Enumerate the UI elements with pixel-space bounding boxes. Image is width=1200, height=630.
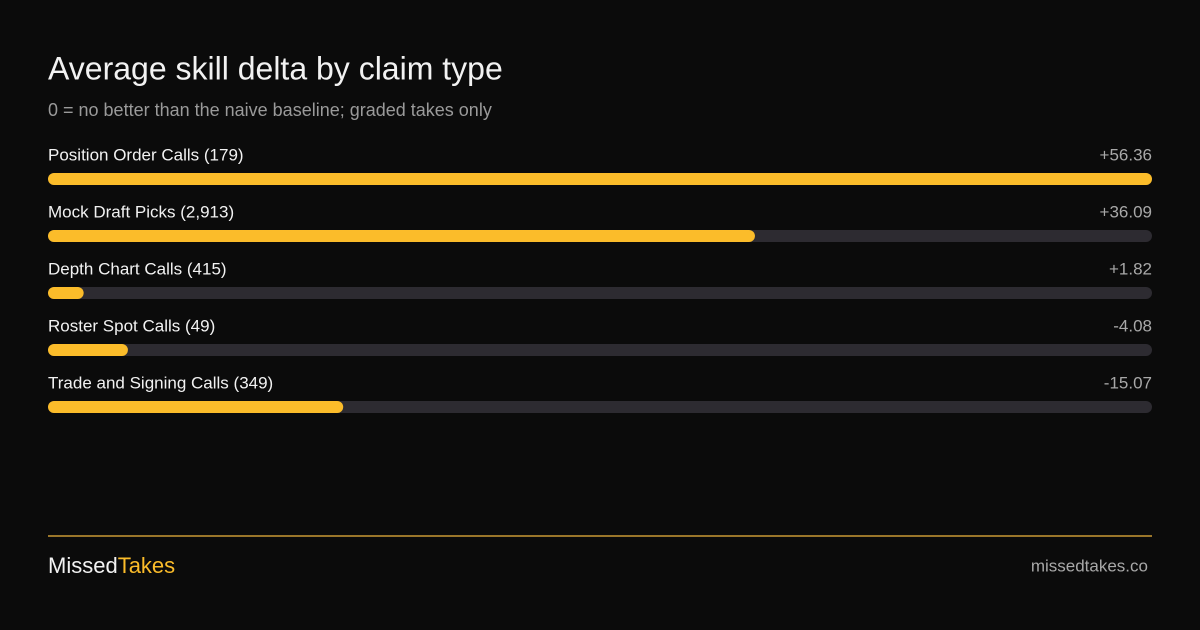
value-label: +36.09 <box>1100 202 1152 221</box>
chart-subtitle: 0 = no better than the naive baseline; g… <box>48 100 492 120</box>
chart-title: Average skill delta by claim type <box>48 50 503 86</box>
bar <box>48 287 84 299</box>
brand-first: Missed <box>48 553 118 578</box>
category-label: Mock Draft Picks (2,913) <box>48 202 234 221</box>
bar-track <box>48 344 1152 356</box>
category-label: Roster Spot Calls (49) <box>48 316 215 335</box>
bar <box>48 344 128 356</box>
brand: MissedTakes <box>48 553 175 578</box>
brand-second: Takes <box>118 553 175 578</box>
value-label: -4.08 <box>1113 316 1152 335</box>
site-url: missedtakes.co <box>1031 556 1148 575</box>
value-label: +1.82 <box>1109 259 1152 278</box>
bar <box>48 230 755 242</box>
value-label: +56.36 <box>1100 145 1152 164</box>
value-label: -15.07 <box>1104 373 1152 392</box>
bar <box>48 401 344 413</box>
category-label: Depth Chart Calls (415) <box>48 259 227 278</box>
category-label: Trade and Signing Calls (349) <box>48 373 273 392</box>
bar <box>48 173 1152 185</box>
bar-track <box>48 287 1152 299</box>
category-label: Position Order Calls (179) <box>48 145 244 164</box>
